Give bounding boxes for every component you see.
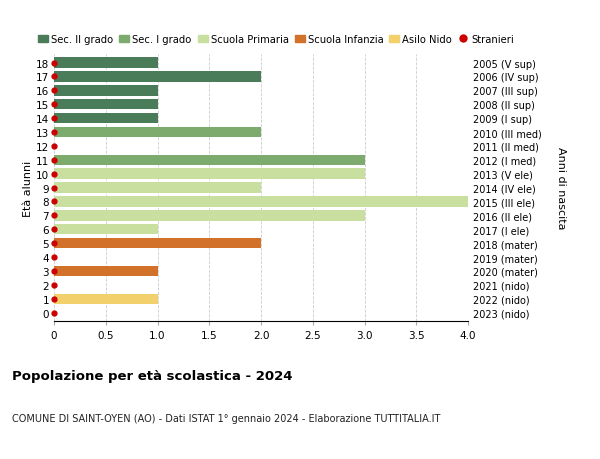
Bar — [54, 294, 157, 304]
Text: Popolazione per età scolastica - 2024: Popolazione per età scolastica - 2024 — [12, 369, 293, 382]
Text: COMUNE DI SAINT-OYEN (AO) - Dati ISTAT 1° gennaio 2024 - Elaborazione TUTTITALIA: COMUNE DI SAINT-OYEN (AO) - Dati ISTAT 1… — [12, 413, 440, 423]
Bar — [54, 183, 261, 193]
Bar — [54, 128, 261, 138]
Bar — [54, 224, 157, 235]
Y-axis label: Anni di nascita: Anni di nascita — [556, 147, 566, 230]
Bar — [54, 72, 261, 83]
Bar — [54, 169, 365, 179]
Bar — [54, 197, 468, 207]
Bar — [54, 58, 157, 68]
Bar — [54, 100, 157, 110]
Y-axis label: Età alunni: Età alunni — [23, 160, 33, 216]
Bar — [54, 239, 261, 249]
Bar — [54, 114, 157, 124]
Bar — [54, 266, 157, 277]
Bar — [54, 86, 157, 96]
Bar — [54, 155, 365, 166]
Bar — [54, 211, 365, 221]
Legend: Sec. II grado, Sec. I grado, Scuola Primaria, Scuola Infanzia, Asilo Nido, Stran: Sec. II grado, Sec. I grado, Scuola Prim… — [38, 35, 514, 45]
